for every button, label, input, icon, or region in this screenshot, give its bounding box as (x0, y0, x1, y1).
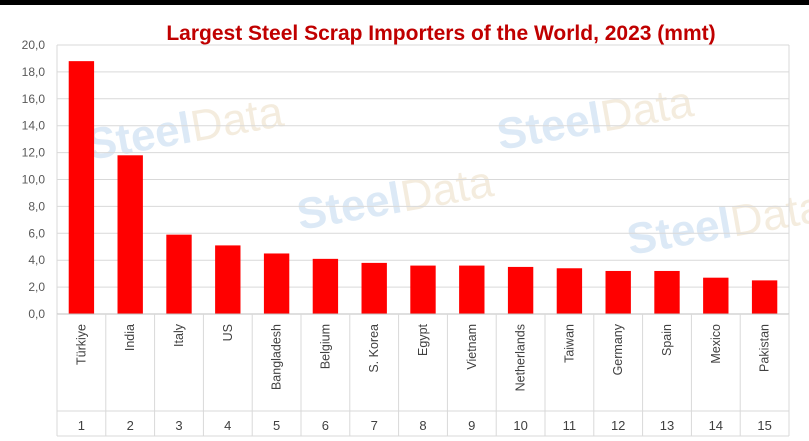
category-label: Pakistan (758, 324, 772, 372)
category-label: S. Korea (367, 324, 381, 373)
rank-label: 15 (757, 418, 771, 433)
bar (605, 270, 631, 314)
category-label: Mexico (709, 324, 723, 364)
category-label: US (221, 324, 235, 341)
y-tick-label: 6,0 (28, 226, 45, 240)
watermark-text: SteelData (493, 77, 697, 160)
category-label: Netherlands (514, 324, 528, 391)
axes: 0,0 2,0 4,0 6,0 8,0 10,0 12,0 14,0 16,0 18,0 20,0 T… (22, 38, 790, 437)
bar (312, 258, 339, 314)
rank-label: 6 (322, 418, 329, 433)
category-label: Germany (611, 323, 625, 375)
rank-label: 8 (419, 418, 426, 433)
rank-label: 7 (371, 418, 378, 433)
category-label: Egypt (416, 323, 430, 355)
category-label: Belgium (318, 324, 332, 369)
y-tick-label: 16,0 (22, 92, 46, 106)
category-label: India (123, 324, 137, 351)
category-label: Vietnam (465, 324, 479, 370)
rank-label: 1 (78, 418, 85, 433)
rank-label: 13 (660, 418, 674, 433)
bar (703, 277, 729, 314)
rank-label: 9 (468, 418, 475, 433)
y-tick-label: 18,0 (22, 65, 46, 79)
bar (507, 266, 534, 314)
bars (68, 61, 778, 314)
category-label: Italy (172, 323, 186, 347)
bar (68, 61, 95, 314)
category-label: Spain (660, 324, 674, 356)
category-label: Türkiye (74, 324, 88, 365)
bar (751, 280, 778, 314)
watermark-text: SteelData (83, 87, 287, 170)
rank-label: 14 (709, 418, 723, 433)
bar (410, 265, 436, 314)
y-tick-label: 2,0 (28, 280, 45, 294)
bar (117, 155, 143, 314)
chart-title: Largest Steel Scrap Importers of the Wor… (166, 22, 715, 45)
watermark-part-data: Data (727, 182, 809, 246)
watermark-text: SteelData (293, 157, 497, 240)
y-tick-label: 10,0 (22, 173, 46, 187)
rank-label: 10 (513, 418, 527, 433)
bar (361, 262, 387, 314)
bar (263, 253, 290, 314)
y-tick-label: 8,0 (28, 199, 45, 213)
watermark-part-data: Data (397, 157, 498, 221)
watermark-text: SteelData (623, 182, 809, 265)
rank-label: 3 (175, 418, 182, 433)
rank-label: 11 (563, 418, 577, 433)
top-border (0, 0, 809, 5)
bar (654, 270, 680, 314)
y-tick-label: 20,0 (22, 38, 46, 52)
bar (166, 234, 192, 314)
bar (556, 268, 583, 314)
category-label: Taiwan (562, 324, 576, 363)
watermark-part-steel: Steel (623, 198, 735, 265)
watermark-part-data: Data (597, 77, 698, 141)
rank-label: 5 (273, 418, 280, 433)
rank-label: 2 (127, 418, 134, 433)
watermark-part-data: Data (187, 87, 288, 151)
y-tick-label: 12,0 (22, 146, 46, 160)
bar (215, 245, 241, 314)
rank-label: 12 (611, 418, 625, 433)
gridlines (57, 44, 789, 315)
bar (459, 265, 485, 314)
y-tick-label: 4,0 (28, 253, 45, 267)
y-tick-label: 0,0 (28, 307, 45, 321)
category-label: Bangladesh (270, 324, 284, 390)
y-tick-label: 14,0 (22, 119, 46, 133)
rank-label: 4 (224, 418, 231, 433)
watermark-part-steel: Steel (493, 93, 605, 160)
